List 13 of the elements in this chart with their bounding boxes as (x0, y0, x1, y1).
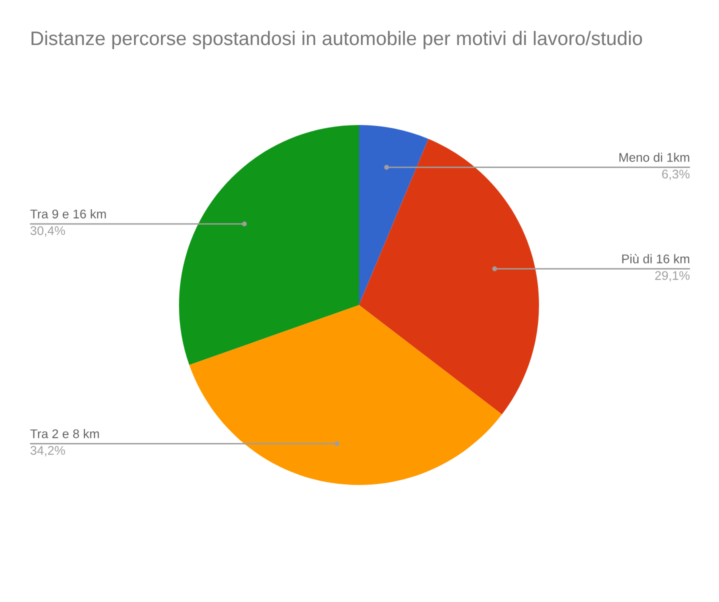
slice-label: Tra 9 e 16 km (30, 209, 106, 218)
slice-label: Meno di 1km (619, 152, 690, 162)
data-label: 30,4% (30, 226, 65, 237)
pie-slice (179, 125, 359, 365)
slice-label: Più di 16 km (622, 254, 690, 264)
slice-label: Tra 2 e 8 km (30, 429, 99, 438)
data-label: 29,1% (655, 271, 690, 282)
pie-slice (359, 138, 539, 414)
chart-title: Distanze percorse spostandosi in automobile per motivi di lavoro/studio (32, 30, 642, 50)
data-label: 34,2% (30, 446, 65, 456)
data-label: 6,3% (662, 170, 690, 180)
pie-slice (189, 305, 502, 485)
pie-slice (359, 125, 428, 305)
